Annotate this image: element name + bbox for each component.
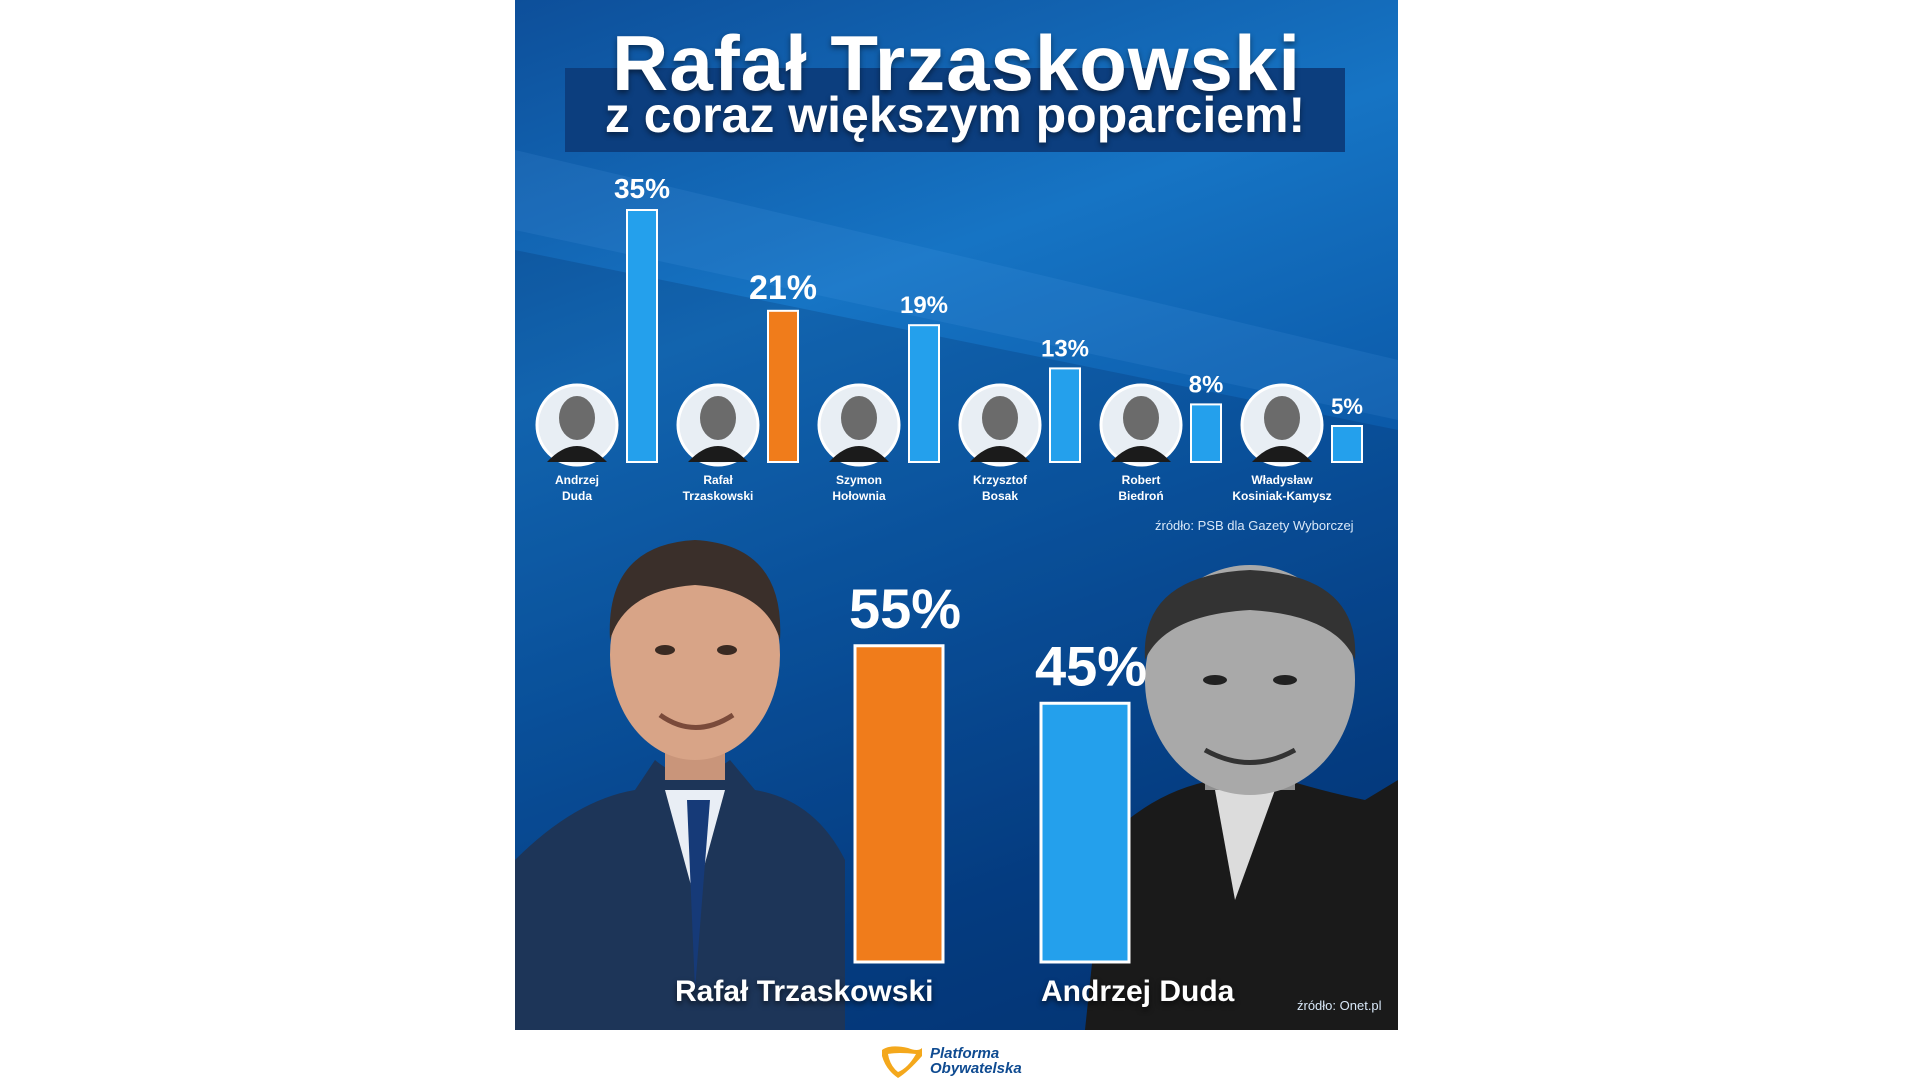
candidate-face [1264, 396, 1300, 440]
source-psb: źródło: PSB dla Gazety Wyborczej [1155, 518, 1354, 533]
candidate-name-line: Robert [1121, 473, 1161, 487]
candidate-name-line: Krzysztof [972, 473, 1027, 487]
title-line2: z coraz większym poparciem! [604, 87, 1306, 143]
candidate-name-0: Andrzej Duda [522, 472, 632, 504]
title-band [565, 68, 1345, 152]
candidate-face [1123, 396, 1159, 440]
duda-portrait [1085, 565, 1398, 1030]
candidate-name-line: Andrzej [554, 473, 599, 487]
candidate-suit [547, 446, 607, 462]
candidate-suit [970, 446, 1030, 462]
final-bar-0 [853, 644, 945, 964]
candidate-name-4: Robert Biedroń [1086, 472, 1196, 504]
candidate-name-line: Władysław [1251, 473, 1313, 487]
title-line1: Rafał Trzaskowski [612, 19, 1301, 107]
bar-4 [1190, 403, 1222, 463]
trzaskowski-label: Rafał Trzaskowski [675, 975, 934, 1008]
candidate-name-line: Hołownia [832, 489, 886, 503]
candidate-face [982, 396, 1018, 440]
candidate-name-1: Rafał Trzaskowski [663, 472, 773, 504]
candidate-face [841, 396, 877, 440]
candidate-name-line: Rafał [703, 473, 733, 487]
candidate-suit [1111, 446, 1171, 462]
bar-1 [767, 309, 799, 463]
value-label-4: 8% [1189, 371, 1224, 398]
candidate-name-2: Szymon Hołownia [804, 472, 914, 504]
candidate-suit [829, 446, 889, 462]
candidate-suit [1252, 446, 1312, 462]
candidate-suit [688, 446, 748, 462]
second-round-chart: 55% 45% [849, 577, 1147, 964]
final-value-label-1: 45% [1035, 634, 1147, 697]
logo-text: Platforma Obywatelska [930, 1046, 1022, 1076]
candidate-name-line: Szymon [835, 473, 882, 487]
bar-5 [1331, 425, 1363, 463]
first-round-chart: 35% 21% 19% 13% 8% 5% [535, 173, 1363, 467]
value-label-1: 21% [749, 269, 817, 307]
candidate-name-3: Krzysztof Bosak [945, 472, 1055, 504]
candidate-name-line: Kosiniak-Kamysz [1232, 489, 1332, 503]
platforma-logo [882, 1046, 922, 1078]
bar-0 [626, 209, 658, 463]
value-label-0: 35% [614, 173, 670, 204]
logo-line1: Platforma [930, 1045, 1000, 1062]
candidate-name-line: Duda [562, 489, 592, 503]
poster: Rafał Trzaskowski z coraz większym popar… [515, 0, 1398, 1030]
candidate-name-line: Biedroń [1118, 489, 1164, 503]
logo-line2: Obywatelska [930, 1060, 1022, 1077]
bar-3 [1049, 367, 1081, 463]
value-label-5: 5% [1331, 394, 1363, 419]
bar-2 [908, 324, 940, 464]
candidate-name-line: Bosak [981, 489, 1019, 503]
candidate-face [559, 396, 595, 440]
trzaskowski-portrait [515, 540, 845, 1030]
value-label-3: 13% [1041, 335, 1089, 362]
candidate-name-line: Trzaskowski [682, 489, 754, 503]
candidate-face [700, 396, 736, 440]
value-label-2: 19% [900, 292, 948, 319]
source-onet: źródło: Onet.pl [1297, 998, 1382, 1013]
duda-label: Andrzej Duda [1041, 975, 1235, 1008]
final-value-label-0: 55% [849, 577, 961, 640]
final-bar-1 [1039, 701, 1131, 964]
candidate-name-5: Władysław Kosiniak-Kamysz [1227, 472, 1337, 504]
